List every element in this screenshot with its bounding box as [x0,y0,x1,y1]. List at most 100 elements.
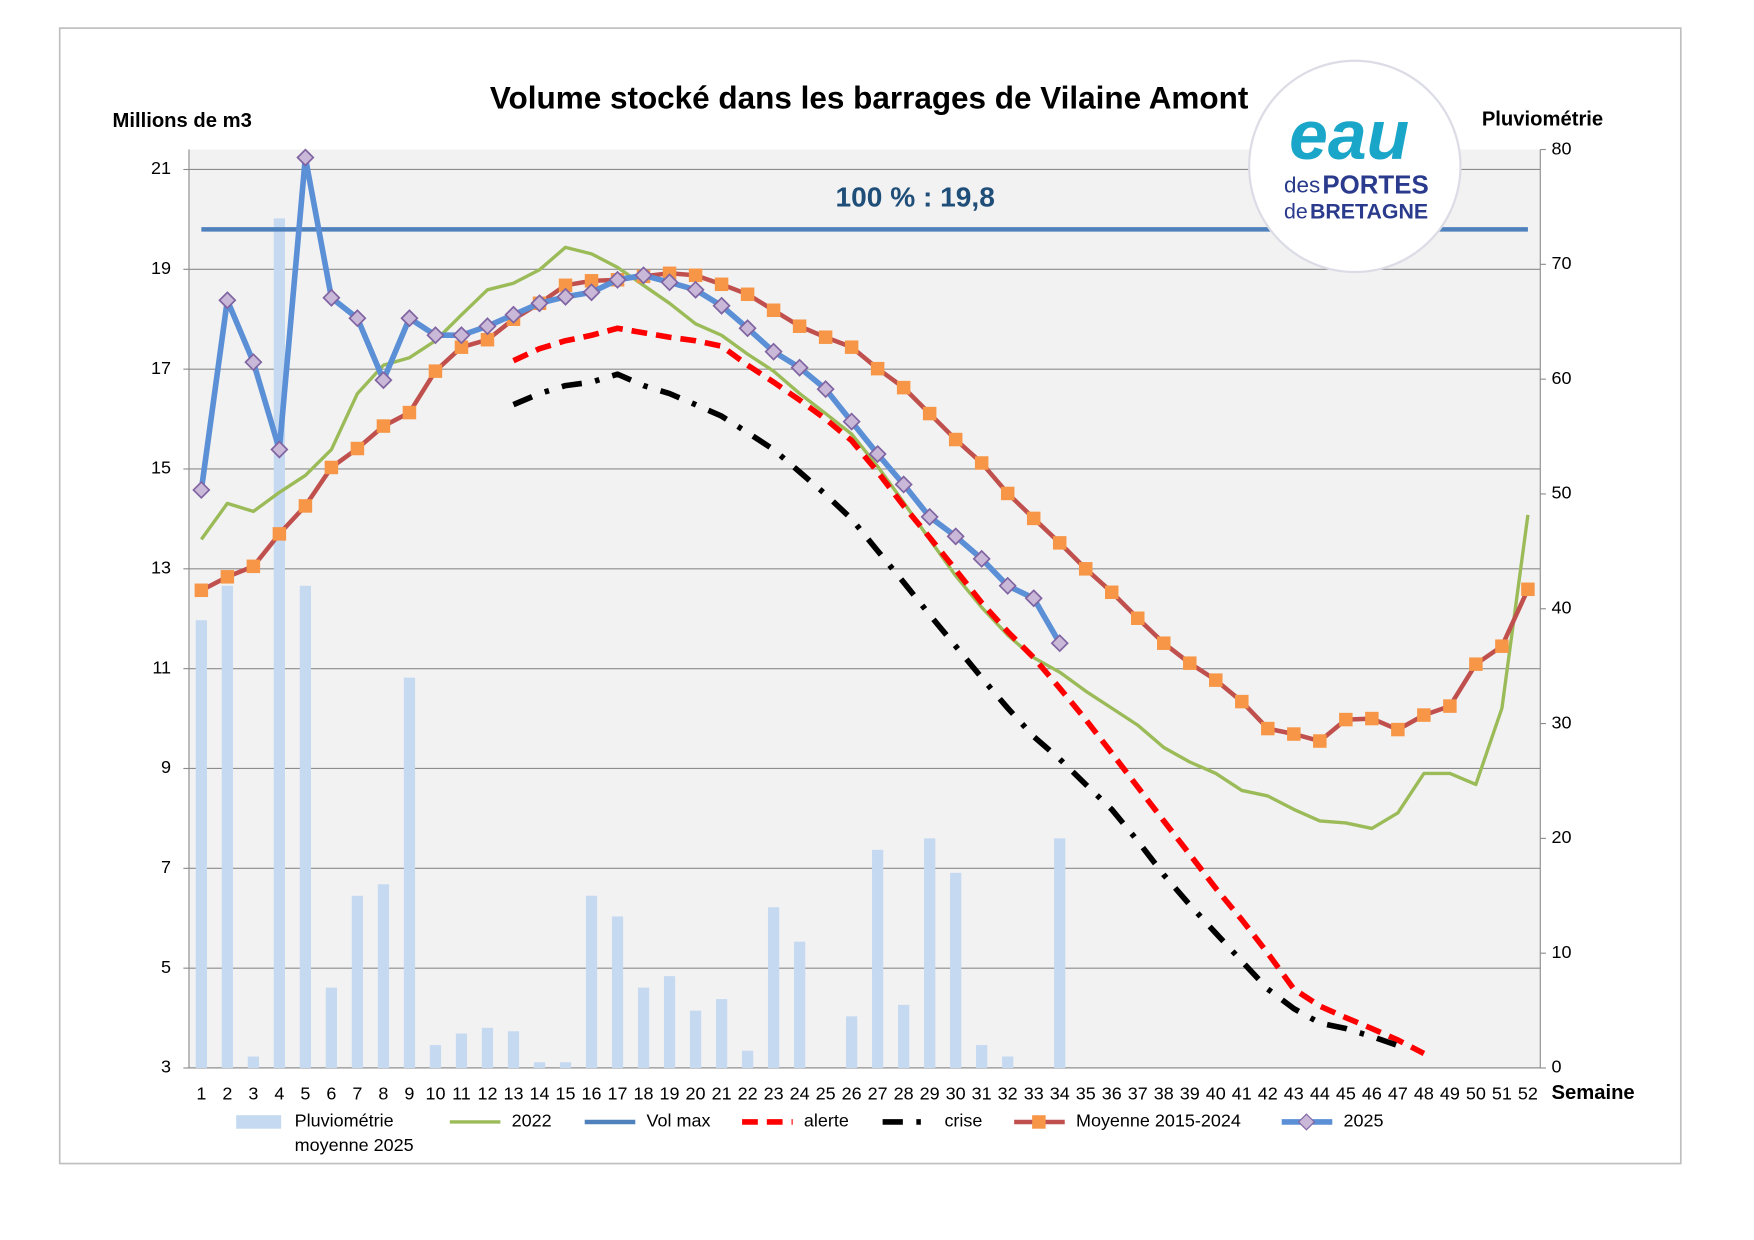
legend-label: Vol max [647,1111,711,1131]
y2-tick-label: 0 [1552,1057,1562,1077]
bar [898,1004,910,1068]
x-tick-label: 50 [1466,1084,1486,1104]
x-tick-label: 13 [503,1084,523,1104]
legend-marker [1297,1113,1316,1131]
logo-text: BRETAGNE [1310,199,1428,223]
marker [688,268,703,283]
marker [400,309,419,328]
marker [480,332,495,347]
y2-tick-label: 30 [1552,712,1572,732]
y2-tick-label: 70 [1552,253,1572,273]
marker [1443,699,1457,713]
marker [1469,657,1483,671]
marker [1365,711,1379,726]
x-tick-label: 44 [1310,1084,1330,1104]
x-tick-label: 29 [920,1084,940,1104]
bar [689,1010,702,1068]
y-tick-label: 3 [161,1057,171,1077]
bar [1054,838,1066,1068]
bar [403,677,416,1068]
y-axis-label: Millions de m3 [113,110,252,132]
bar [273,218,286,1068]
bar [481,1027,494,1068]
logo-text: PORTES [1322,171,1428,199]
x-tick-label: 16 [582,1084,602,1104]
marker [1050,634,1069,653]
marker [686,280,705,299]
marker [530,294,549,313]
y-tick-label: 11 [152,657,171,677]
legend-label: Moyenne 2015-2024 [1076,1111,1241,1131]
marker [1235,694,1249,709]
bar [585,895,598,1068]
x-tick-label: 35 [1076,1084,1096,1104]
y-tick-label: 13 [151,558,171,578]
legend-label: Pluviométrie moyenne 2025 [294,1111,414,1156]
marker [608,270,627,289]
legend-label: 2025 [1344,1111,1384,1131]
x-tick-label: 39 [1180,1084,1200,1104]
bar [247,1056,259,1068]
x-tick-label: 15 [556,1084,576,1104]
y-tick-label: 9 [161,757,171,777]
marker [426,326,445,345]
marker [818,330,833,344]
marker [192,480,211,500]
marker [870,361,885,376]
x-tick-label: 28 [894,1084,914,1104]
x-tick-label: 24 [790,1084,810,1104]
x-tick-label: 19 [660,1084,680,1104]
marker [844,340,859,354]
x-tick-label: 49 [1440,1084,1460,1104]
x-tick-label: 4 [274,1084,284,1104]
bar [429,1045,442,1068]
marker [634,266,653,285]
marker [1078,562,1093,576]
plot-area [188,149,1541,1068]
marker [946,527,965,546]
x-tick-label: 23 [764,1084,784,1104]
x-tick-label: 32 [998,1084,1018,1104]
y2-tick-label: 40 [1552,598,1572,618]
bar [455,1033,468,1068]
x-tick-label: 12 [477,1084,497,1104]
marker [558,278,573,293]
marker [1000,486,1015,501]
logo-text: desPORTES [1284,171,1429,199]
marker [1495,639,1509,653]
x-tick-label: 42 [1258,1084,1278,1104]
bar [611,916,624,1068]
marker [792,319,807,333]
marker [296,148,315,167]
y-tick-label: 21 [151,158,171,178]
x-tick-label: 33 [1024,1084,1044,1104]
marker [452,326,471,345]
marker [374,371,393,390]
bar [846,1016,858,1068]
logo-circle [1247,59,1462,274]
legend-label-box: Pluviométrie moyenne 2025 [294,1111,414,1156]
legend-swatch [236,1115,282,1129]
x-tick-label: 45 [1336,1084,1356,1104]
bar [767,907,780,1068]
marker [246,559,261,574]
marker [740,287,755,302]
x-tick-label: 38 [1154,1084,1174,1104]
x-tick-label: 30 [946,1084,966,1104]
annotation: 100 % : 19,8 [836,181,995,212]
marker [896,380,911,395]
marker [948,432,963,447]
marker [738,319,757,338]
marker [660,273,679,292]
marker [894,475,913,494]
x-tick-label: 26 [842,1084,862,1104]
marker [1104,585,1119,600]
x-tick-label: 51 [1492,1084,1512,1104]
logo-text: de [1284,199,1308,223]
bar [221,585,233,1068]
bar [559,1062,572,1068]
marker [1131,611,1145,625]
x-tick-label: 14 [529,1084,549,1104]
marker [1313,734,1327,748]
